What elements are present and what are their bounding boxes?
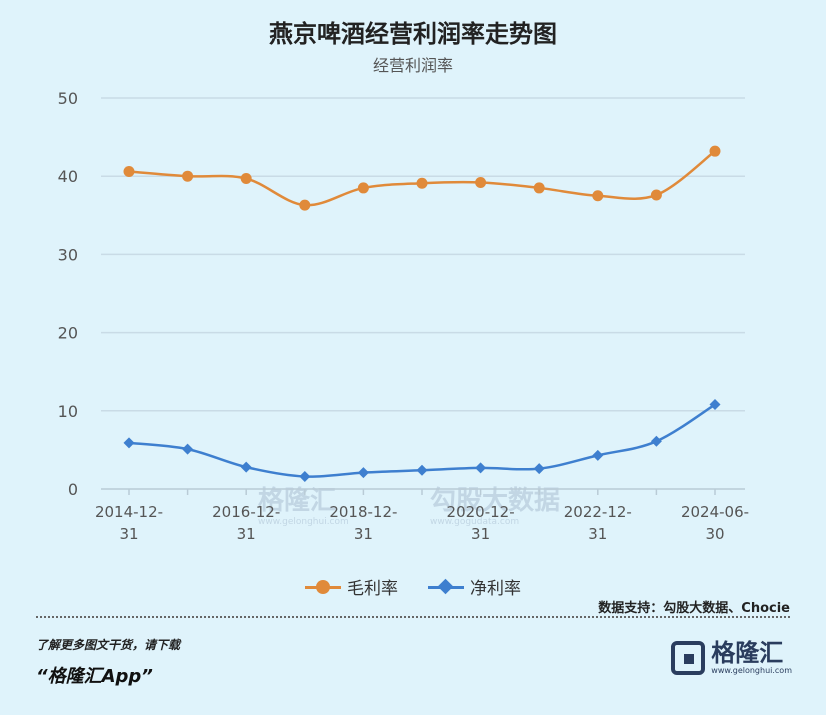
x-tick-label: 31 — [119, 525, 138, 543]
x-tick-label: 2014-12- — [95, 503, 163, 521]
x-tick-label: 31 — [588, 525, 607, 543]
circle-marker-icon — [305, 579, 341, 594]
logo-mark-icon — [671, 640, 706, 675]
source-text: 数据支持：勾股大数据、Chocie — [598, 601, 790, 616]
x-tick-label: 31 — [471, 525, 490, 543]
legend-item: 毛利率 — [305, 574, 398, 599]
watermark-left-url: www.gelonghui.com — [258, 517, 349, 527]
data-point — [650, 189, 662, 201]
watermark-right: 勾股大数据 www.gogudata.com — [430, 480, 560, 527]
y-tick-label: 40 — [58, 167, 78, 186]
x-tick-label: 2022-12- — [564, 503, 632, 521]
watermark-left: 格隆汇 www.gelonghui.com — [258, 480, 349, 527]
data-point — [182, 170, 194, 182]
y-tick-label: 0 — [68, 480, 78, 499]
x-tick-label: 2018-12- — [329, 503, 397, 521]
brand-name: 格隆汇 — [711, 639, 784, 667]
x-tick-label: 2020-12- — [447, 503, 515, 521]
data-point — [416, 464, 428, 476]
footer-note: 了解更多图文干货，请下载 — [36, 638, 181, 652]
footer-app-name: “格隆汇App” — [36, 666, 153, 687]
data-point — [416, 177, 428, 189]
y-tick-label: 50 — [58, 89, 78, 108]
x-tick-label: 2016-12- — [212, 503, 280, 521]
y-tick-label: 20 — [58, 324, 78, 343]
data-point — [182, 443, 194, 455]
data-point — [592, 449, 604, 461]
data-point — [709, 145, 721, 157]
x-tick-label: 31 — [237, 525, 256, 543]
data-point — [299, 199, 311, 211]
legend-item: 净利率 — [428, 574, 521, 599]
brand-logo: 格隆汇 www.gelonghui.com — [671, 640, 792, 675]
x-tick-label: 30 — [705, 525, 724, 543]
data-point — [299, 470, 311, 482]
y-tick-label: 30 — [58, 245, 78, 264]
data-point — [533, 182, 545, 194]
data-point — [650, 435, 662, 447]
x-tick-label: 31 — [354, 525, 373, 543]
chart-legend: 毛利率 净利率 — [0, 574, 826, 599]
x-tick-label: 2024-06- — [681, 503, 749, 521]
data-point — [592, 190, 604, 202]
data-point — [240, 461, 252, 473]
watermark-right-name: 勾股大数据 — [430, 486, 561, 516]
brand-url: www.gelonghui.com — [711, 666, 792, 675]
data-point — [123, 166, 135, 178]
watermark-left-name: 格隆汇 — [258, 486, 337, 516]
data-point — [475, 176, 487, 188]
data-point — [357, 467, 369, 479]
legend-label: 净利率 — [470, 579, 521, 599]
y-tick-label: 10 — [58, 402, 78, 421]
data-point — [357, 182, 369, 194]
chart-title: 燕京啤酒经营利润率走势图 — [269, 20, 557, 48]
data-point — [709, 399, 721, 411]
data-point — [475, 462, 487, 474]
watermark-right-url: www.gogudata.com — [430, 517, 520, 527]
diamond-marker-icon — [428, 578, 464, 594]
data-point — [123, 437, 135, 449]
divider — [36, 616, 790, 618]
data-point — [240, 173, 252, 185]
line-chart: 0 10 20 30 40 50 2014-12- 31 2016-12- 31 2018-12- 3… — [58, 89, 749, 543]
data-point — [533, 463, 545, 475]
legend-label: 毛利率 — [347, 579, 398, 599]
chart-subtitle: 经营利润率 — [372, 56, 453, 75]
